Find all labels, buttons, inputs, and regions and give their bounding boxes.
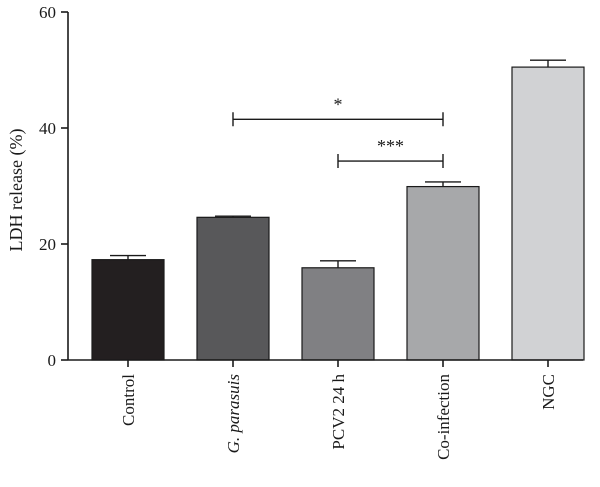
category-label-3: Co-infection (434, 374, 453, 460)
bar-3 (406, 185, 480, 361)
significance-bracket-1 (337, 154, 444, 169)
y-tick-label-1: 20 (39, 235, 56, 254)
significance-brackets: **** (232, 94, 444, 169)
y-tick-label-2: 40 (39, 119, 56, 138)
significance-label-0: * (334, 94, 343, 114)
category-label-0: Control (119, 374, 138, 426)
y-tick-label-0: 0 (48, 351, 57, 370)
category-label-2: PCV2 24 h (329, 374, 348, 450)
tick-labels: 0 20 40 60 Control G. parasuis PCV2 24 h Co-inf… (39, 3, 558, 460)
y-axis-label: LDH release (%) (6, 129, 27, 252)
error-bars (110, 59, 566, 268)
bar-2 (301, 267, 375, 361)
axes (61, 11, 583, 367)
category-label-1: G. parasuis (224, 374, 243, 454)
bar-1 (196, 216, 270, 361)
category-label-4: NGC (539, 374, 558, 410)
significance-bracket-0 (232, 112, 444, 127)
bar-0 (91, 259, 165, 361)
bar-4 (511, 66, 585, 361)
significance-label-1: *** (377, 136, 404, 156)
y-tick-label-3: 60 (39, 3, 56, 22)
